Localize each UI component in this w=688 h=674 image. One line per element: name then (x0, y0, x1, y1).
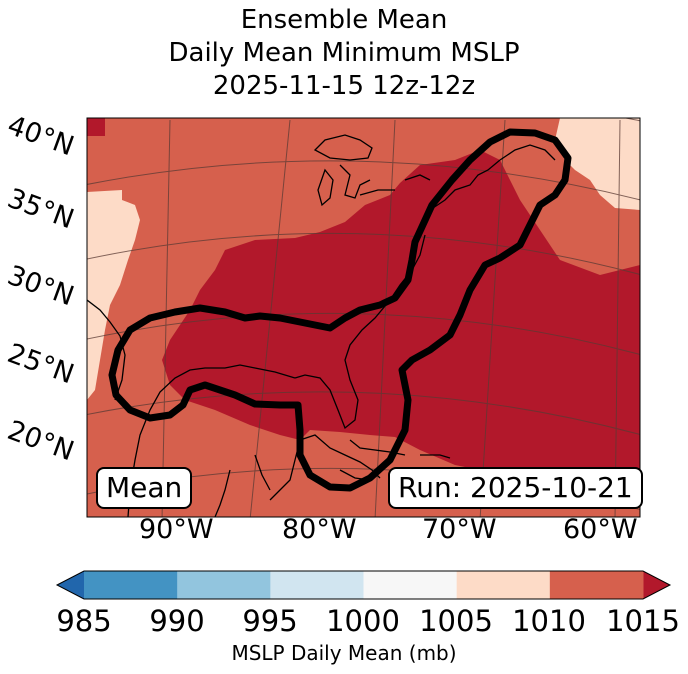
colorbar-tick: 995 (242, 604, 298, 638)
lon-label-60w: 60°W (563, 514, 638, 545)
map-area (87, 118, 640, 517)
colorbar-label: MSLP Daily Mean (mb) (231, 641, 457, 665)
map-frame (86, 117, 641, 518)
pressure-field-above-1015-nw-corner (87, 118, 105, 136)
colorbar-cell (177, 571, 271, 599)
colorbar-tick: 985 (56, 604, 112, 638)
colorbar (55, 570, 672, 600)
title-line-1: Ensemble Mean (240, 5, 448, 35)
colorbar-tick: 1000 (326, 604, 400, 638)
colorbar-over-arrow (643, 571, 670, 599)
colorbar-cell (456, 571, 551, 599)
title-line-2: Daily Mean Minimum MSLP (168, 38, 520, 68)
mean-tag: Mean (96, 467, 193, 509)
lon-label-80w: 80°W (282, 514, 357, 545)
lon-label-70w: 70°W (422, 514, 497, 545)
colorbar-cell (363, 571, 458, 599)
title-line-3: 2025-11-15 12z-12z (212, 71, 476, 101)
colorbar-tick: 1005 (419, 604, 493, 638)
colorbar-tick: 1010 (512, 604, 586, 638)
colorbar-under-arrow (57, 571, 84, 599)
chart-title: Ensemble Mean Daily Mean Minimum MSLP 20… (0, 4, 688, 103)
colorbar-cell (270, 571, 364, 599)
pressure-field-1005-1010-west (87, 190, 140, 400)
mslp-contour-outline (108, 128, 572, 492)
colorbar-cell (549, 571, 644, 599)
colorbar-cell (84, 571, 178, 599)
run-date-tag: Run: 2025-10-21 (388, 467, 643, 509)
colorbar-tick: 990 (149, 604, 205, 638)
lon-label-90w: 90°W (139, 514, 214, 545)
colorbar-tick: 1015 (606, 604, 680, 638)
pressure-field-above-1015 (162, 150, 640, 472)
